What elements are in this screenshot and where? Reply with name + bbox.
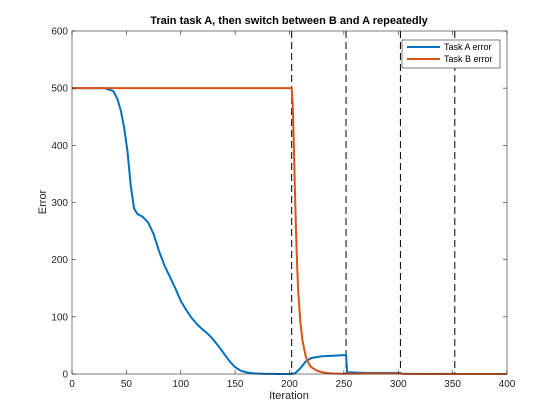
x-tick-label: 300 xyxy=(390,379,407,390)
x-tick-label: 250 xyxy=(336,379,353,390)
y-tick-label: 600 xyxy=(51,27,68,38)
y-axis-ticks: 0 100 200 300 400 500 600 xyxy=(51,27,507,381)
x-axis-label: Iteration xyxy=(269,390,309,402)
y-tick-label: 100 xyxy=(51,312,68,323)
y-tick-label: 0 xyxy=(62,370,68,381)
x-tick-label: 100 xyxy=(172,379,189,390)
x-tick-label: 0 xyxy=(69,379,75,390)
x-tick-label: 400 xyxy=(499,379,516,390)
y-tick-label: 500 xyxy=(51,84,68,95)
x-axis-ticks: 0 50 100 150 200 250 300 350 400 xyxy=(69,31,516,390)
x-tick-label: 50 xyxy=(121,379,133,390)
x-tick-label: 350 xyxy=(444,379,461,390)
y-axis-label: Error xyxy=(37,189,49,214)
plot-area xyxy=(72,31,507,374)
series-lines xyxy=(72,87,507,375)
legend-label-task-a: Task A error xyxy=(444,42,492,52)
y-tick-label: 300 xyxy=(51,198,68,209)
chart-title: Train task A, then switch between B and … xyxy=(150,15,428,27)
legend: Task A error Task B error xyxy=(401,39,501,69)
y-tick-label: 400 xyxy=(51,141,68,152)
y-tick-label: 200 xyxy=(51,255,68,266)
x-tick-label: 150 xyxy=(227,379,244,390)
x-tick-label: 200 xyxy=(281,379,298,390)
legend-label-task-b: Task B error xyxy=(444,54,493,64)
legend-box xyxy=(401,39,501,69)
series-line-task-b xyxy=(72,87,507,375)
